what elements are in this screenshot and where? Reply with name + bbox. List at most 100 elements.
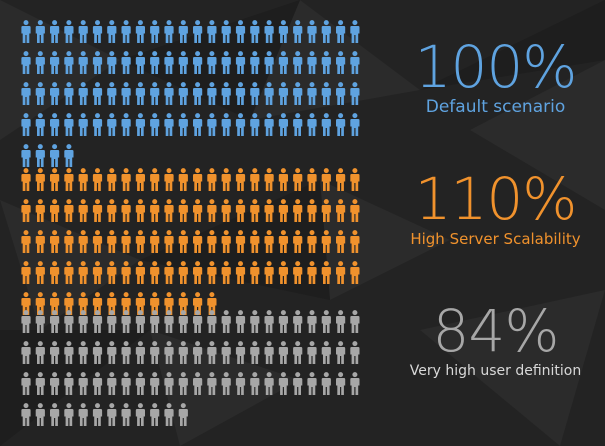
person-icon bbox=[307, 51, 317, 74]
person-icon bbox=[264, 310, 274, 333]
person-icon bbox=[121, 51, 131, 74]
person-icon bbox=[35, 292, 45, 315]
person-icon bbox=[107, 292, 117, 315]
person-icon bbox=[164, 292, 174, 315]
person-icon bbox=[293, 199, 303, 222]
person-icon bbox=[135, 261, 145, 284]
person-icon bbox=[178, 113, 188, 136]
person-icon bbox=[135, 168, 145, 191]
person-icon bbox=[107, 261, 117, 284]
person-icon bbox=[221, 310, 231, 333]
pictogram-blue bbox=[20, 20, 365, 179]
person-icon bbox=[193, 51, 203, 74]
person-icon bbox=[64, 199, 74, 222]
person-icon bbox=[21, 199, 31, 222]
person-icon bbox=[264, 372, 274, 395]
person-icon bbox=[164, 261, 174, 284]
person-icon bbox=[64, 230, 74, 253]
person-icon bbox=[321, 20, 331, 43]
person-icon bbox=[207, 20, 217, 43]
person-icon bbox=[278, 199, 288, 222]
person-icon bbox=[92, 230, 103, 253]
stat-user-definition: 84% Very high user definition bbox=[398, 300, 593, 380]
person-icon bbox=[221, 341, 231, 364]
person-icon bbox=[164, 51, 174, 74]
person-icon bbox=[164, 310, 174, 333]
person-icon bbox=[64, 144, 74, 167]
person-icon bbox=[64, 310, 74, 333]
person-icon bbox=[336, 230, 346, 253]
person-icon bbox=[178, 403, 188, 426]
person-icon bbox=[92, 113, 103, 136]
person-icon bbox=[92, 341, 103, 364]
person-icon bbox=[135, 230, 145, 253]
person-icon bbox=[92, 20, 103, 43]
person-icon bbox=[135, 82, 145, 105]
person-icon bbox=[250, 168, 260, 191]
person-icon bbox=[336, 82, 346, 105]
stat-value: 100% bbox=[414, 33, 578, 101]
person-icon bbox=[50, 20, 60, 43]
person-icon bbox=[35, 199, 45, 222]
person-icon bbox=[150, 168, 160, 191]
person-icon bbox=[250, 20, 260, 43]
person-icon bbox=[107, 230, 117, 253]
person-icon bbox=[121, 292, 131, 315]
person-icon bbox=[21, 310, 31, 333]
person-icon bbox=[278, 261, 288, 284]
person-icon bbox=[178, 310, 188, 333]
person-icon bbox=[321, 199, 331, 222]
person-icon bbox=[121, 341, 131, 364]
person-icon bbox=[21, 261, 31, 284]
person-icon bbox=[50, 372, 60, 395]
person-icon bbox=[135, 292, 145, 315]
person-icon bbox=[193, 310, 203, 333]
person-icon bbox=[193, 20, 203, 43]
person-icon bbox=[207, 310, 217, 333]
person-icon bbox=[164, 82, 174, 105]
person-icon bbox=[121, 310, 131, 333]
person-icon bbox=[21, 20, 31, 43]
person-icon bbox=[221, 372, 231, 395]
person-icon bbox=[135, 20, 145, 43]
person-icon bbox=[321, 230, 331, 253]
person-icon bbox=[50, 82, 60, 105]
person-icon bbox=[35, 230, 45, 253]
person-icon bbox=[278, 230, 288, 253]
person-icon bbox=[293, 310, 303, 333]
person-icon bbox=[221, 230, 231, 253]
person-icon bbox=[135, 341, 145, 364]
person-icon bbox=[21, 341, 31, 364]
person-icon bbox=[21, 82, 31, 105]
stat-label: Default scenario bbox=[425, 97, 566, 117]
person-icon bbox=[235, 168, 246, 191]
person-icon bbox=[50, 113, 60, 136]
person-icon bbox=[78, 261, 88, 284]
person-icon bbox=[78, 113, 88, 136]
person-icon bbox=[78, 199, 88, 222]
person-icon bbox=[78, 292, 88, 315]
person-icon bbox=[207, 113, 217, 136]
pictogram-svg bbox=[21, 310, 360, 426]
person-icon bbox=[336, 372, 346, 395]
person-icon bbox=[164, 403, 174, 426]
person-icon bbox=[78, 341, 88, 364]
person-icon bbox=[278, 341, 288, 364]
person-icon bbox=[193, 292, 203, 315]
person-icon bbox=[107, 113, 117, 136]
person-icon bbox=[350, 341, 360, 364]
person-icon bbox=[350, 168, 360, 191]
person-icon bbox=[150, 341, 160, 364]
person-icon bbox=[150, 113, 160, 136]
person-icon bbox=[221, 199, 231, 222]
person-icon bbox=[150, 372, 160, 395]
person-icon bbox=[321, 82, 331, 105]
person-icon bbox=[164, 199, 174, 222]
person-icon bbox=[121, 82, 131, 105]
person-icon bbox=[164, 113, 174, 136]
person-icon bbox=[221, 168, 231, 191]
person-icon bbox=[50, 230, 60, 253]
person-icon bbox=[207, 341, 217, 364]
person-icon bbox=[350, 310, 360, 333]
person-icon bbox=[150, 199, 160, 222]
